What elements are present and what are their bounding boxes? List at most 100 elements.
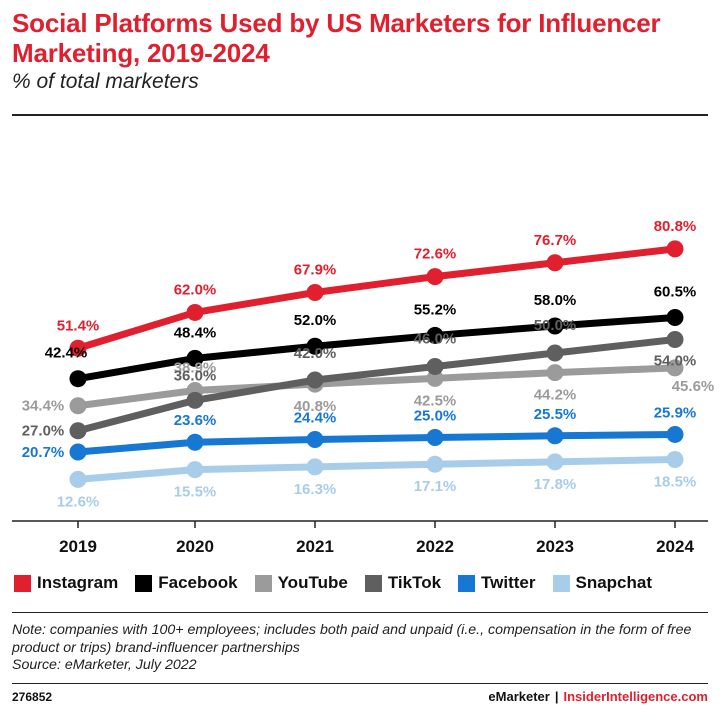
- data-point-instagram-2019: [69, 339, 87, 357]
- data-point-facebook-2024: [666, 309, 684, 327]
- chart-note: Note: companies with 100+ employees; inc…: [12, 622, 692, 656]
- legend-swatch-twitter: [458, 574, 476, 592]
- data-point-tiktok-2019: [69, 422, 87, 440]
- data-label-youtube-2021: 40.8%: [294, 398, 337, 415]
- legend-label-twitter: Twitter: [481, 573, 536, 592]
- series-line-snapchat: [74, 455, 679, 483]
- data-label-tiktok-2024: 54.0%: [654, 352, 697, 369]
- data-point-instagram-2022: [426, 268, 444, 286]
- data-label-facebook-2020: 48.4%: [174, 324, 217, 341]
- x-tick-label-2022: 2022: [416, 537, 454, 556]
- data-label-facebook-2021: 52.0%: [294, 312, 337, 329]
- data-label-tiktok-2019: 27.0%: [22, 423, 65, 440]
- data-point-youtube-2022: [426, 369, 444, 387]
- data-label-snapchat-2019: 12.6%: [57, 493, 100, 510]
- legend-swatch-facebook: [135, 574, 153, 592]
- data-label-instagram-2022: 72.6%: [414, 246, 457, 263]
- data-label-instagram-2023: 76.7%: [534, 232, 577, 249]
- x-tick-label-2020: 2020: [176, 537, 214, 556]
- data-label-facebook-2019: 42.4%: [45, 345, 88, 362]
- data-label-youtube-2020: 38.9%: [174, 360, 217, 377]
- legend-label-tiktok: TikTok: [387, 573, 442, 592]
- data-point-instagram-2024: [666, 240, 684, 258]
- legend-swatch-snapchat: [552, 574, 570, 592]
- data-label-twitter-2019: 20.7%: [22, 444, 65, 461]
- legend-item-tiktok: TikTok: [364, 573, 442, 593]
- data-point-snapchat-2019: [69, 470, 87, 488]
- legend-item-youtube: YouTube: [254, 573, 348, 593]
- data-point-tiktok-2022: [426, 358, 444, 376]
- chart-id: 276852: [12, 690, 53, 704]
- legend: Instagram Facebook YouTube TikTok Twitte…: [14, 573, 714, 593]
- data-point-youtube-2024: [666, 359, 684, 377]
- series-line-instagram: [74, 245, 679, 352]
- data-point-youtube-2019: [69, 397, 87, 415]
- data-label-instagram-2024: 80.8%: [654, 218, 697, 235]
- brand-separator: |: [554, 689, 559, 704]
- brand-insider-intelligence: InsiderIntelligence.com: [563, 689, 709, 704]
- chart-source: Source: eMarketer, July 2022: [12, 657, 197, 673]
- data-point-snapchat-2021: [306, 458, 324, 476]
- line-chart: 2019 2020 2021 2022 2023 2024 12.6% 15.5% 16.3% 1…: [12, 218, 715, 556]
- data-label-instagram-2019: 51.4%: [57, 317, 100, 334]
- legend-swatch-tiktok: [364, 574, 382, 592]
- data-point-twitter-2020: [186, 433, 204, 451]
- data-point-facebook-2021: [306, 337, 324, 355]
- data-point-youtube-2023: [546, 364, 564, 382]
- chart-title: Social Platforms Used by US Marketers fo…: [12, 8, 661, 68]
- data-point-facebook-2022: [426, 326, 444, 344]
- data-label-tiktok-2021: 42.0%: [294, 345, 337, 362]
- legend-label-instagram: Instagram: [37, 573, 119, 592]
- data-point-snapchat-2024: [666, 450, 684, 468]
- data-label-tiktok-2022: 46.0%: [414, 331, 457, 348]
- data-label-tiktok-2020: 36.0%: [174, 367, 217, 384]
- data-point-twitter-2022: [426, 429, 444, 446]
- data-point-facebook-2020: [186, 349, 204, 367]
- chart-subtitle: % of total marketers: [12, 70, 199, 93]
- data-label-snapchat-2024: 18.5%: [654, 473, 697, 490]
- x-tick-label-2024: 2024: [656, 537, 694, 556]
- top-divider: [12, 114, 708, 116]
- legend-swatch-instagram: [14, 574, 31, 592]
- data-point-facebook-2019: [69, 370, 87, 388]
- legend-item-snapchat: Snapchat: [552, 573, 653, 593]
- data-point-instagram-2021: [306, 283, 324, 301]
- data-label-facebook-2023: 58.0%: [534, 292, 577, 309]
- data-point-twitter-2023: [546, 427, 564, 445]
- data-label-youtube-2023: 44.2%: [534, 387, 577, 404]
- data-point-instagram-2020: [186, 303, 204, 321]
- data-point-twitter-2024: [666, 425, 684, 443]
- footer-divider: [12, 683, 708, 684]
- data-point-tiktok-2023: [546, 344, 564, 362]
- data-label-youtube-2024: 45.6%: [672, 378, 715, 395]
- legend-item-instagram: Instagram: [14, 573, 118, 593]
- data-label-twitter-2022: 25.0%: [414, 408, 457, 425]
- footer-brand: eMarketer | InsiderIntelligence.com: [488, 689, 708, 704]
- data-label-twitter-2021: 24.4%: [294, 410, 337, 427]
- series-line-facebook: [74, 314, 679, 383]
- data-point-facebook-2023: [546, 317, 564, 335]
- data-point-tiktok-2021: [306, 371, 324, 389]
- brand-emarketer: eMarketer: [488, 689, 550, 704]
- data-label-snapchat-2023: 17.8%: [534, 476, 577, 493]
- data-label-snapchat-2022: 17.1%: [414, 478, 457, 495]
- x-tick-label-2023: 2023: [536, 537, 574, 556]
- series-line-tiktok: [74, 335, 679, 435]
- data-label-facebook-2022: 55.2%: [414, 301, 457, 318]
- data-label-snapchat-2020: 15.5%: [174, 484, 217, 501]
- data-point-snapchat-2023: [546, 453, 564, 471]
- data-label-twitter-2023: 25.5%: [534, 406, 577, 423]
- data-label-instagram-2020: 62.0%: [174, 281, 217, 298]
- legend-swatch-youtube: [254, 574, 272, 592]
- data-label-instagram-2021: 67.9%: [294, 261, 337, 278]
- data-label-twitter-2020: 23.6%: [174, 412, 217, 429]
- x-tick-label-2019: 2019: [59, 537, 97, 556]
- data-point-snapchat-2022: [426, 455, 444, 473]
- series-line-twitter: [74, 430, 679, 456]
- legend-label-snapchat: Snapchat: [575, 573, 653, 592]
- data-point-tiktok-2024: [666, 330, 684, 348]
- data-label-youtube-2022: 42.5%: [414, 392, 457, 409]
- data-point-instagram-2023: [546, 254, 564, 272]
- data-label-snapchat-2021: 16.3%: [294, 481, 337, 498]
- data-label-youtube-2019: 34.4%: [22, 398, 65, 415]
